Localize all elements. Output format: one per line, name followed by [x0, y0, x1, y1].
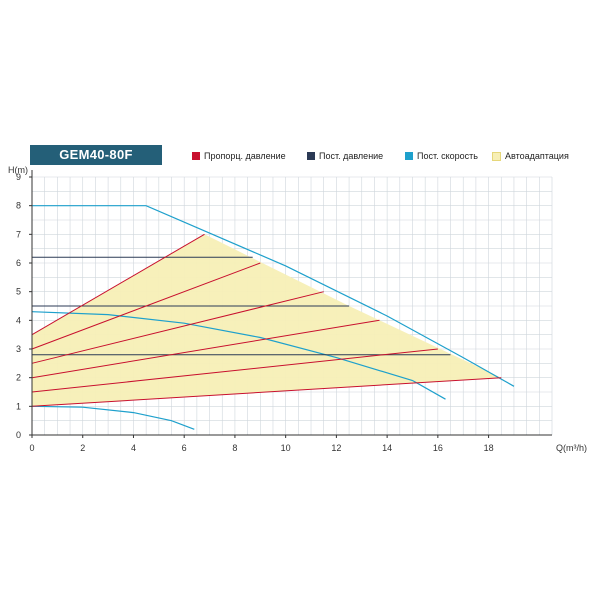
legend-swatch-constant-speed: [405, 152, 413, 160]
x-tick-label: 10: [281, 443, 291, 453]
proportional-line-3: [31, 319, 380, 379]
legend-item-constant-pressure: Пост. давление: [307, 149, 383, 163]
speed-curve-1: [31, 311, 446, 400]
proportional-line-0: [31, 233, 205, 336]
y-tick-label: 6: [16, 258, 21, 268]
legend-item-constant-speed: Пост. скорость: [405, 149, 478, 163]
legend-label-constant-pressure: Пост. давление: [319, 151, 384, 161]
y-tick-label: 0: [16, 430, 21, 440]
x-tick-label: 16: [433, 443, 443, 453]
chart-title: GEM40-80F: [30, 145, 162, 165]
y-tick-label: 9: [16, 172, 21, 182]
speed-curve-2: [31, 405, 195, 430]
y-axis-label: H(m): [8, 165, 28, 175]
y-tick-label: 3: [16, 344, 21, 354]
x-tick-label: 6: [182, 443, 187, 453]
x-tick-label: 2: [80, 443, 85, 453]
y-tick-label: 5: [16, 287, 21, 297]
x-tick-label: 0: [29, 443, 34, 453]
y-tick-label: 7: [16, 229, 21, 239]
x-tick-label: 4: [131, 443, 136, 453]
y-tick-label: 2: [16, 373, 21, 383]
legend-label-constant-speed: Пост. скорость: [417, 151, 478, 161]
legend-swatch-autoadapt: [492, 151, 501, 161]
legend-label-proportional: Пропорц. давление: [204, 151, 286, 161]
x-tick-label: 8: [232, 443, 237, 453]
x-axis-label: Q(m³/h): [556, 443, 587, 453]
x-tick-label: 18: [484, 443, 494, 453]
speed-curve-0: [32, 205, 515, 387]
autoadapt-area: [32, 234, 502, 407]
legend-item-autoadapt: Автоадаптация: [492, 149, 569, 163]
legend-label-autoadapt: Автоадаптация: [505, 151, 569, 161]
legend-item-proportional: Пропорц. давление: [192, 149, 286, 163]
y-tick-label: 1: [16, 401, 21, 411]
x-tick-label: 14: [382, 443, 392, 453]
proportional-line-1: [31, 262, 261, 350]
legend-swatch-constant-pressure: [307, 152, 315, 160]
proportional-line-2: [31, 291, 324, 364]
y-tick-label: 8: [16, 201, 21, 211]
y-tick-label: 4: [16, 315, 21, 325]
proportional-line-4: [31, 348, 438, 393]
proportional-line-5: [31, 377, 502, 407]
legend-swatch-proportional: [192, 152, 200, 160]
x-tick-label: 12: [331, 443, 341, 453]
